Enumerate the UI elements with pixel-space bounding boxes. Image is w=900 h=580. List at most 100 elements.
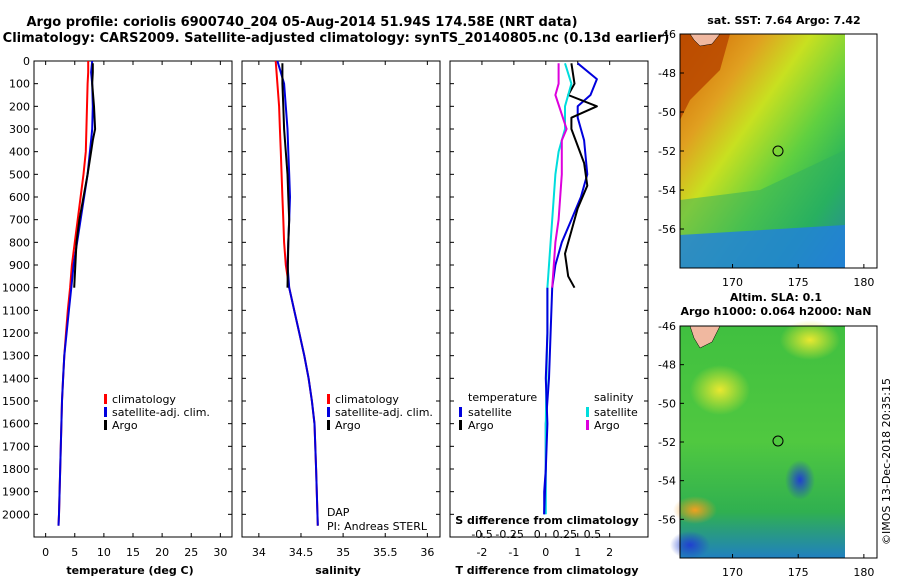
x-tick-label: 34.5 [289, 546, 314, 559]
lon-tick-label: 175 [788, 566, 809, 579]
sst-lat-axis: -46 -48 -50 -52 -54 -56 [658, 28, 684, 236]
x-tick-label: 0 [42, 546, 49, 559]
x-tick-label: 15 [126, 546, 140, 559]
legend-swatch-climatology [327, 394, 330, 404]
x-tick-label: 35 [336, 546, 350, 559]
x-tick-label: -2 [476, 546, 487, 559]
salinity-panel: 34 34.5 35 35.5 36 salinity climatology sate… [241, 60, 441, 577]
lon-tick-label: 175 [788, 276, 809, 289]
series-line-climatology [57, 61, 90, 526]
series-line-s-satellite [544, 63, 573, 515]
sst-cold-region [680, 225, 845, 268]
s-diff-tick-label: 0 [534, 528, 541, 541]
difference-x-axis: -2 -1 0 1 2 [476, 61, 613, 559]
lat-tick-label: -46 [658, 320, 676, 333]
difference-panel: -2 -1 0 1 2 temperature satellite Argo salin… [449, 60, 649, 577]
depth-tick-label: 400 [9, 146, 30, 159]
sla-lat-axis: -46 -48 -50 -52 -54 -56 [658, 320, 684, 526]
legend-label-climatology: climatology [112, 393, 176, 406]
legend-label-t-argo: Argo [468, 419, 494, 432]
t-difference-label: T difference from climatology [455, 564, 638, 577]
sla-map-title-line2: Argo h1000: 0.064 h2000: NaN [680, 305, 871, 318]
salinity-depth-ticks [242, 60, 440, 515]
legend-swatch-satellite [104, 407, 107, 417]
sla-high-anomaly [673, 496, 717, 524]
series-line-climatology [274, 61, 319, 526]
depth-tick-label: 900 [9, 259, 30, 272]
x-tick-label: 35.5 [373, 546, 398, 559]
sst-map-title: sat. SST: 7.64 Argo: 7.42 [707, 14, 860, 27]
lon-tick-label: 180 [853, 566, 874, 579]
depth-tick-label: 100 [9, 78, 30, 91]
argo-location-marker-sst [772, 145, 784, 157]
depth-tick-label: 1800 [2, 463, 30, 476]
legend-label-climatology: climatology [335, 393, 399, 406]
legend-label-s-satellite: satellite [594, 406, 638, 419]
difference-legend: temperature satellite Argo salinity sate… [459, 391, 638, 432]
copyright-watermark: ©IMOS 13-Dec-2018 20:35:15 [880, 378, 893, 545]
lat-tick-label: -50 [658, 106, 676, 119]
lat-tick-label: -50 [658, 397, 676, 410]
x-tick-label: 36 [420, 546, 434, 559]
sla-high-anomaly [780, 320, 840, 360]
depth-tick-label: 1400 [2, 372, 30, 385]
s-diff-tick-label: 0.25 [553, 528, 578, 541]
sla-map-title-line1: Altim. SLA: 0.1 [730, 291, 822, 304]
x-tick-label: 5 [71, 546, 78, 559]
depth-tick-label: 600 [9, 191, 30, 204]
series-line-reference [543, 287, 549, 515]
legend-label-satellite: satellite-adj. clim. [335, 406, 433, 419]
series-line-argo [281, 63, 291, 288]
depth-tick-label: 2000 [2, 508, 30, 521]
pi-annotation: PI: Andreas STERL [327, 520, 428, 533]
temperature-axes-frame [33, 60, 233, 538]
legend-label-satellite: satellite-adj. clim. [112, 406, 210, 419]
legend-swatch-climatology [104, 394, 107, 404]
depth-tick-label: 500 [9, 168, 30, 181]
depth-tick-label: 1000 [2, 282, 30, 295]
legend-swatch-s-argo [586, 420, 589, 430]
s-difference-axis: -0.5 -0.25 0 0.25 0.5 [471, 528, 601, 541]
lat-tick-label: -54 [658, 184, 676, 197]
depth-tick-label: 1100 [2, 304, 30, 317]
lat-tick-label: -54 [658, 475, 676, 488]
series-line-t-satellite [543, 62, 598, 515]
legend-title-salinity: salinity [594, 391, 634, 404]
argo-location-marker-sla [772, 435, 784, 447]
temperature-panel: 0100200300400500600700800900100011001200… [2, 55, 233, 577]
legend-swatch-argo [104, 420, 107, 430]
legend-label-t-satellite: satellite [468, 406, 512, 419]
depth-tick-label: 200 [9, 100, 30, 113]
difference-depth-ticks [450, 60, 648, 515]
difference-lines [543, 62, 598, 515]
sla-low-anomaly [670, 531, 710, 559]
sst-warm-region [680, 34, 730, 120]
figure-title-line2: Climatology: CARS2009. Satellite-adjuste… [3, 31, 670, 46]
depth-tick-label: 1200 [2, 327, 30, 340]
x-tick-label: 25 [184, 546, 198, 559]
depth-tick-label: 1700 [2, 440, 30, 453]
sst-map: sat. SST: 7.64 Argo: 7.42 -46 -48 -50 -52 -5… [658, 14, 878, 289]
x-tick-label: 20 [155, 546, 169, 559]
lon-tick-label: 170 [722, 566, 743, 579]
figure-title-line1: Argo profile: coriolis 6900740_204 05-Au… [26, 15, 577, 30]
x-tick-label: 2 [606, 546, 613, 559]
salinity-axes-frame [241, 60, 441, 538]
lon-tick-label: 170 [722, 276, 743, 289]
s-diff-tick-label: 0.5 [584, 528, 602, 541]
lon-tick-label: 180 [853, 276, 874, 289]
sst-blank-area [845, 34, 877, 268]
temperature-legend: climatology satellite-adj. clim. Argo [104, 393, 210, 432]
legend-swatch-t-argo [459, 420, 462, 430]
x-tick-label: 34 [252, 546, 266, 559]
sla-map: Altim. SLA: 0.1 Argo h1000: 0.064 h2000:… [658, 291, 878, 579]
sla-blank-area [845, 326, 877, 558]
legend-swatch-s-satellite [586, 407, 589, 417]
x-tick-label: 10 [97, 546, 111, 559]
x-tick-label: -1 [508, 546, 519, 559]
salinity-xlabel: salinity [315, 564, 361, 577]
temperature-xlabel: temperature (deg C) [66, 564, 193, 577]
series-line-argo [73, 63, 97, 288]
x-tick-label: 30 [213, 546, 227, 559]
sla-low-anomaly [785, 460, 815, 500]
